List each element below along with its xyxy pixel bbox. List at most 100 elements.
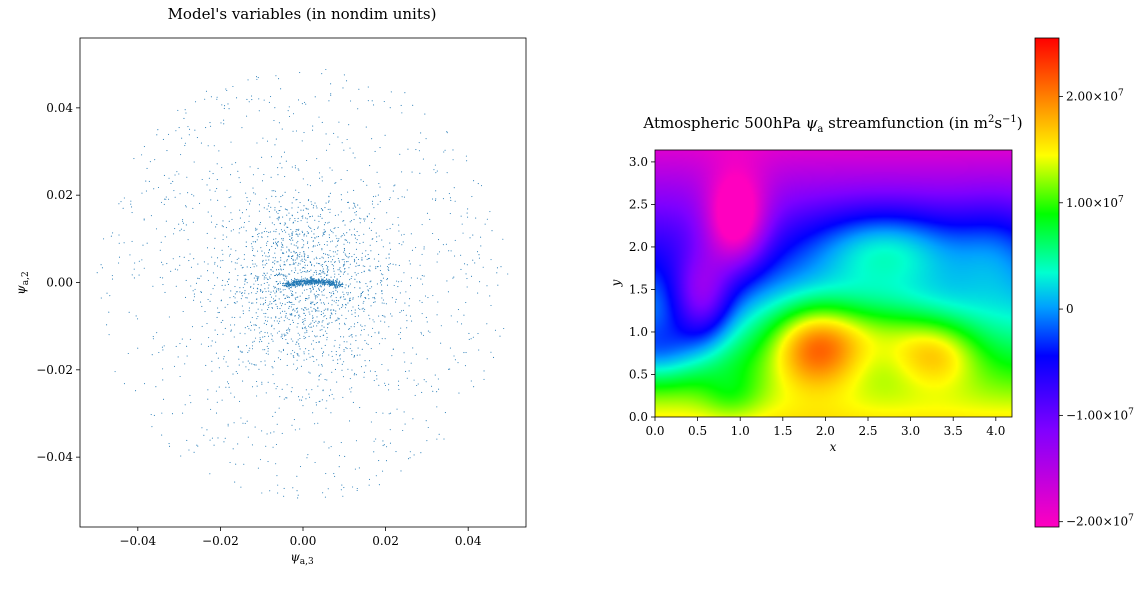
scatter-point [332, 279, 334, 281]
scatter-point [236, 291, 238, 293]
scatter-point [305, 284, 307, 286]
scatter-point [273, 431, 275, 433]
scatter-point [279, 302, 281, 304]
scatter-point [274, 292, 276, 294]
scatter-point [374, 150, 376, 153]
scatter-point [338, 323, 341, 325]
scatter-point [155, 386, 157, 388]
scatter-point [355, 214, 357, 216]
scatter-point [296, 286, 298, 288]
scatter-point [320, 286, 323, 288]
scatter-point [254, 255, 256, 257]
scatter-point [358, 264, 360, 266]
scatter-point [340, 211, 342, 213]
scatter-point [313, 205, 315, 207]
scatter-point [466, 212, 468, 214]
scatter-point [360, 329, 363, 331]
scatter-point [337, 136, 339, 138]
scatter-point [448, 250, 450, 252]
scatter-point [339, 355, 341, 357]
scatter-point [236, 97, 238, 99]
scatter-point [304, 264, 306, 266]
scatter-point [334, 273, 336, 275]
scatter-point [206, 184, 208, 186]
scatter-point [232, 85, 234, 88]
y-tick-label: −0.04 [36, 450, 73, 464]
scatter-point [306, 242, 309, 244]
scatter-point [248, 369, 250, 371]
scatter-point [460, 215, 462, 217]
scatter-point [416, 277, 418, 279]
scatter-point [319, 177, 321, 179]
scatter-point [267, 460, 269, 463]
scatter-point [278, 122, 280, 124]
scatter-point [244, 283, 246, 285]
scatter-point [384, 382, 386, 384]
scatter-point [399, 292, 401, 294]
scatter-point [259, 288, 261, 291]
scatter-point [276, 423, 278, 425]
scatter-point [274, 257, 276, 259]
scatter-point [243, 258, 245, 260]
scatter-point [133, 268, 135, 270]
scatter-point [261, 156, 263, 158]
scatter-point [353, 356, 355, 358]
scatter-point [260, 290, 262, 292]
scatter-point [299, 428, 301, 430]
scatter-point [285, 251, 288, 253]
scatter-point [225, 226, 227, 229]
scatter-point [307, 213, 310, 215]
scatter-point [230, 174, 232, 176]
scatter-point [423, 275, 425, 277]
scatter-point [375, 195, 377, 197]
scatter-point [486, 285, 488, 287]
scatter-point [291, 314, 293, 316]
scatter-point [348, 335, 350, 337]
scatter-point [442, 244, 444, 246]
scatter-point [286, 246, 288, 248]
scatter-point [175, 130, 177, 132]
scatter-point [271, 245, 273, 247]
scatter-point [284, 208, 286, 210]
scatter-point [402, 241, 404, 243]
scatter-point [303, 256, 305, 258]
scatter-point [475, 217, 477, 219]
scatter-point [271, 335, 273, 337]
scatter-point [267, 308, 269, 311]
scatter-point [286, 317, 288, 319]
scatter-point [376, 240, 378, 243]
scatter-point [222, 333, 224, 335]
scatter-point [315, 310, 317, 312]
scatter-point [170, 182, 172, 184]
scatter-point [470, 275, 473, 277]
scatter-point [244, 280, 246, 282]
scatter-point [308, 295, 310, 297]
scatter-point [270, 95, 272, 98]
scatter-point [275, 290, 277, 292]
scatter-point [279, 396, 281, 398]
scatter-point [310, 278, 312, 280]
scatter-point [162, 264, 164, 266]
scatter-point [377, 203, 379, 205]
scatter-point [290, 280, 293, 282]
scatter-point [348, 300, 350, 302]
scatter-point [442, 198, 444, 200]
scatter-point [478, 349, 480, 351]
scatter-point [281, 246, 283, 248]
scatter-point [198, 278, 200, 280]
scatter-point [304, 332, 306, 334]
scatter-point [416, 384, 418, 387]
scatter-point [275, 273, 277, 275]
scatter-point [280, 257, 282, 259]
scatter-point [448, 368, 450, 370]
scatter-point [356, 262, 358, 264]
scatter-point [349, 242, 351, 244]
scatter-point [216, 277, 218, 279]
scatter-point [276, 320, 278, 322]
scatter-point [304, 253, 306, 255]
scatter-point [247, 436, 249, 438]
scatter-point [242, 380, 244, 382]
scatter-point [272, 298, 275, 300]
scatter-point [210, 96, 212, 98]
scatter-point [203, 434, 205, 436]
